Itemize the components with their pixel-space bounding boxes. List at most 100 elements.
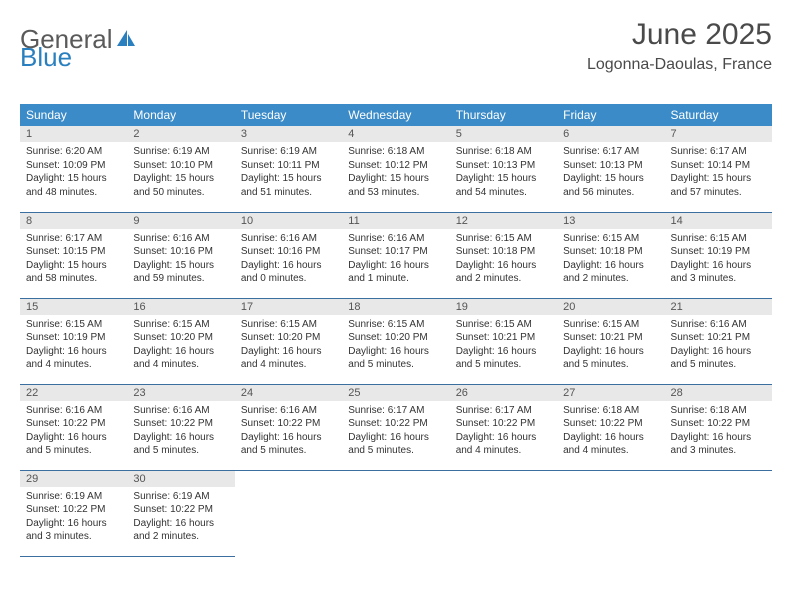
calendar-day-cell: 15 Sunrise: 6:15 AMSunset: 10:19 PMDaylig… xyxy=(20,298,127,384)
sunset-line: Sunset: 10:22 PM xyxy=(671,417,766,431)
day-number: 14 xyxy=(665,213,772,229)
day-details: Sunrise: 6:17 AMSunset: 10:13 PMDaylight… xyxy=(557,142,664,203)
title-block: June 2025 Logonna-Daoulas, France xyxy=(587,18,772,74)
sunset-line: Sunset: 10:20 PM xyxy=(241,331,336,345)
sunrise-line: Sunrise: 6:16 AM xyxy=(671,318,766,332)
daylight-line: Daylight: 15 hours and 59 minutes. xyxy=(133,259,228,286)
daylight-line: Daylight: 16 hours and 5 minutes. xyxy=(456,345,551,372)
day-number: 3 xyxy=(235,126,342,142)
day-number: 8 xyxy=(20,213,127,229)
day-details: Sunrise: 6:15 AMSunset: 10:20 PMDaylight… xyxy=(342,315,449,376)
sunset-line: Sunset: 10:09 PM xyxy=(26,159,121,173)
sunrise-line: Sunrise: 6:18 AM xyxy=(456,145,551,159)
calendar-day-cell: 12Sunrise: 6:15 AMSunset: 10:18 PMDaylig… xyxy=(450,212,557,298)
calendar-day-cell: 29Sunrise: 6:19 AMSunset: 10:22 PMDaylig… xyxy=(20,470,127,556)
day-number: 22 xyxy=(20,385,127,401)
day-details: Sunrise: 6:15 AMSunset: 10:18 PMDaylight… xyxy=(450,229,557,290)
calendar-day-cell xyxy=(235,470,342,556)
calendar-day-cell: 18Sunrise: 6:15 AMSunset: 10:20 PMDaylig… xyxy=(342,298,449,384)
calendar-day-cell: 24Sunrise: 6:16 AMSunset: 10:22 PMDaylig… xyxy=(235,384,342,470)
sunrise-line: Sunrise: 6:15 AM xyxy=(563,318,658,332)
day-details: Sunrise: 6:15 AMSunset: 10:18 PMDaylight… xyxy=(557,229,664,290)
day-number: 10 xyxy=(235,213,342,229)
sunrise-line: Sunrise: 6:19 AM xyxy=(241,145,336,159)
logo-sail-icon xyxy=(115,24,137,55)
sunset-line: Sunset: 10:13 PM xyxy=(456,159,551,173)
day-number: 15 xyxy=(20,299,127,315)
sunset-line: Sunset: 10:17 PM xyxy=(348,245,443,259)
calendar-week-row: 29Sunrise: 6:19 AMSunset: 10:22 PMDaylig… xyxy=(20,470,772,556)
day-details: Sunrise: 6:16 AMSunset: 10:22 PMDaylight… xyxy=(235,401,342,462)
daylight-line: Daylight: 16 hours and 4 minutes. xyxy=(241,345,336,372)
calendar-day-cell: 6Sunrise: 6:17 AMSunset: 10:13 PMDayligh… xyxy=(557,126,664,212)
sunset-line: Sunset: 10:22 PM xyxy=(348,417,443,431)
day-header: Friday xyxy=(557,104,664,126)
sunset-line: Sunset: 10:15 PM xyxy=(26,245,121,259)
day-details: Sunrise: 6:18 AMSunset: 10:22 PMDaylight… xyxy=(557,401,664,462)
day-number: 5 xyxy=(450,126,557,142)
calendar-day-cell: 30Sunrise: 6:19 AMSunset: 10:22 PMDaylig… xyxy=(127,470,234,556)
sunrise-line: Sunrise: 6:15 AM xyxy=(563,232,658,246)
sunrise-line: Sunrise: 6:18 AM xyxy=(563,404,658,418)
day-details: Sunrise: 6:15 AMSunset: 10:20 PMDaylight… xyxy=(235,315,342,376)
sunset-line: Sunset: 10:14 PM xyxy=(671,159,766,173)
day-number: 12 xyxy=(450,213,557,229)
calendar-day-cell: 27Sunrise: 6:18 AMSunset: 10:22 PMDaylig… xyxy=(557,384,664,470)
daylight-line: Daylight: 16 hours and 5 minutes. xyxy=(133,431,228,458)
day-header: Saturday xyxy=(665,104,772,126)
sunset-line: Sunset: 10:19 PM xyxy=(26,331,121,345)
calendar-day-cell: 28Sunrise: 6:18 AMSunset: 10:22 PMDaylig… xyxy=(665,384,772,470)
sunset-line: Sunset: 10:21 PM xyxy=(563,331,658,345)
sunrise-line: Sunrise: 6:15 AM xyxy=(26,318,121,332)
sunrise-line: Sunrise: 6:15 AM xyxy=(348,318,443,332)
daylight-line: Daylight: 16 hours and 4 minutes. xyxy=(26,345,121,372)
day-details: Sunrise: 6:19 AMSunset: 10:22 PMDaylight… xyxy=(20,487,127,548)
calendar-day-cell: 5Sunrise: 6:18 AMSunset: 10:13 PMDayligh… xyxy=(450,126,557,212)
day-details: Sunrise: 6:15 AMSunset: 10:21 PMDaylight… xyxy=(557,315,664,376)
day-number: 2 xyxy=(127,126,234,142)
day-details: Sunrise: 6:17 AMSunset: 10:22 PMDaylight… xyxy=(450,401,557,462)
sunrise-line: Sunrise: 6:16 AM xyxy=(348,232,443,246)
daylight-line: Daylight: 16 hours and 3 minutes. xyxy=(26,517,121,544)
daylight-line: Daylight: 16 hours and 3 minutes. xyxy=(671,431,766,458)
day-number: 21 xyxy=(665,299,772,315)
sunset-line: Sunset: 10:22 PM xyxy=(133,417,228,431)
sunrise-line: Sunrise: 6:17 AM xyxy=(26,232,121,246)
day-number: 30 xyxy=(127,471,234,487)
sunset-line: Sunset: 10:21 PM xyxy=(456,331,551,345)
calendar-day-cell: 1Sunrise: 6:20 AMSunset: 10:09 PMDayligh… xyxy=(20,126,127,212)
sunset-line: Sunset: 10:22 PM xyxy=(456,417,551,431)
calendar-day-cell: 16Sunrise: 6:15 AMSunset: 10:20 PMDaylig… xyxy=(127,298,234,384)
day-details: Sunrise: 6:17 AMSunset: 10:22 PMDaylight… xyxy=(342,401,449,462)
sunset-line: Sunset: 10:13 PM xyxy=(563,159,658,173)
calendar-week-row: 1Sunrise: 6:20 AMSunset: 10:09 PMDayligh… xyxy=(20,126,772,212)
daylight-line: Daylight: 16 hours and 5 minutes. xyxy=(671,345,766,372)
daylight-line: Daylight: 16 hours and 5 minutes. xyxy=(348,431,443,458)
calendar-table: Sunday Monday Tuesday Wednesday Thursday… xyxy=(20,104,772,557)
daylight-line: Daylight: 16 hours and 1 minute. xyxy=(348,259,443,286)
calendar-day-cell: 3Sunrise: 6:19 AMSunset: 10:11 PMDayligh… xyxy=(235,126,342,212)
daylight-line: Daylight: 16 hours and 3 minutes. xyxy=(671,259,766,286)
day-details: Sunrise: 6:16 AMSunset: 10:17 PMDaylight… xyxy=(342,229,449,290)
sunset-line: Sunset: 10:19 PM xyxy=(671,245,766,259)
day-number: 27 xyxy=(557,385,664,401)
day-details: Sunrise: 6:16 AMSunset: 10:22 PMDaylight… xyxy=(127,401,234,462)
daylight-line: Daylight: 16 hours and 5 minutes. xyxy=(348,345,443,372)
day-header-row: Sunday Monday Tuesday Wednesday Thursday… xyxy=(20,104,772,126)
daylight-line: Daylight: 16 hours and 5 minutes. xyxy=(563,345,658,372)
day-header: Tuesday xyxy=(235,104,342,126)
day-details: Sunrise: 6:17 AMSunset: 10:14 PMDaylight… xyxy=(665,142,772,203)
sunrise-line: Sunrise: 6:17 AM xyxy=(456,404,551,418)
calendar-week-row: 8 Sunrise: 6:17 AMSunset: 10:15 PM Dayligh… xyxy=(20,212,772,298)
day-number: 1 xyxy=(20,126,127,142)
daylight-line: Daylight: 15 hours and 51 minutes. xyxy=(241,172,336,199)
sunrise-line: Sunrise: 6:17 AM xyxy=(563,145,658,159)
calendar-day-cell: 10Sunrise: 6:16 AMSunset: 10:16 PMDaylig… xyxy=(235,212,342,298)
day-number: 28 xyxy=(665,385,772,401)
sunrise-line: Sunrise: 6:17 AM xyxy=(671,145,766,159)
day-details: Sunrise: 6:16 AMSunset: 10:16 PMDaylight… xyxy=(127,229,234,290)
daylight-line: Daylight: 16 hours and 5 minutes. xyxy=(26,431,121,458)
calendar-day-cell: 13Sunrise: 6:15 AMSunset: 10:18 PMDaylig… xyxy=(557,212,664,298)
daylight-line: Daylight: 16 hours and 4 minutes. xyxy=(133,345,228,372)
month-title: June 2025 xyxy=(587,18,772,52)
